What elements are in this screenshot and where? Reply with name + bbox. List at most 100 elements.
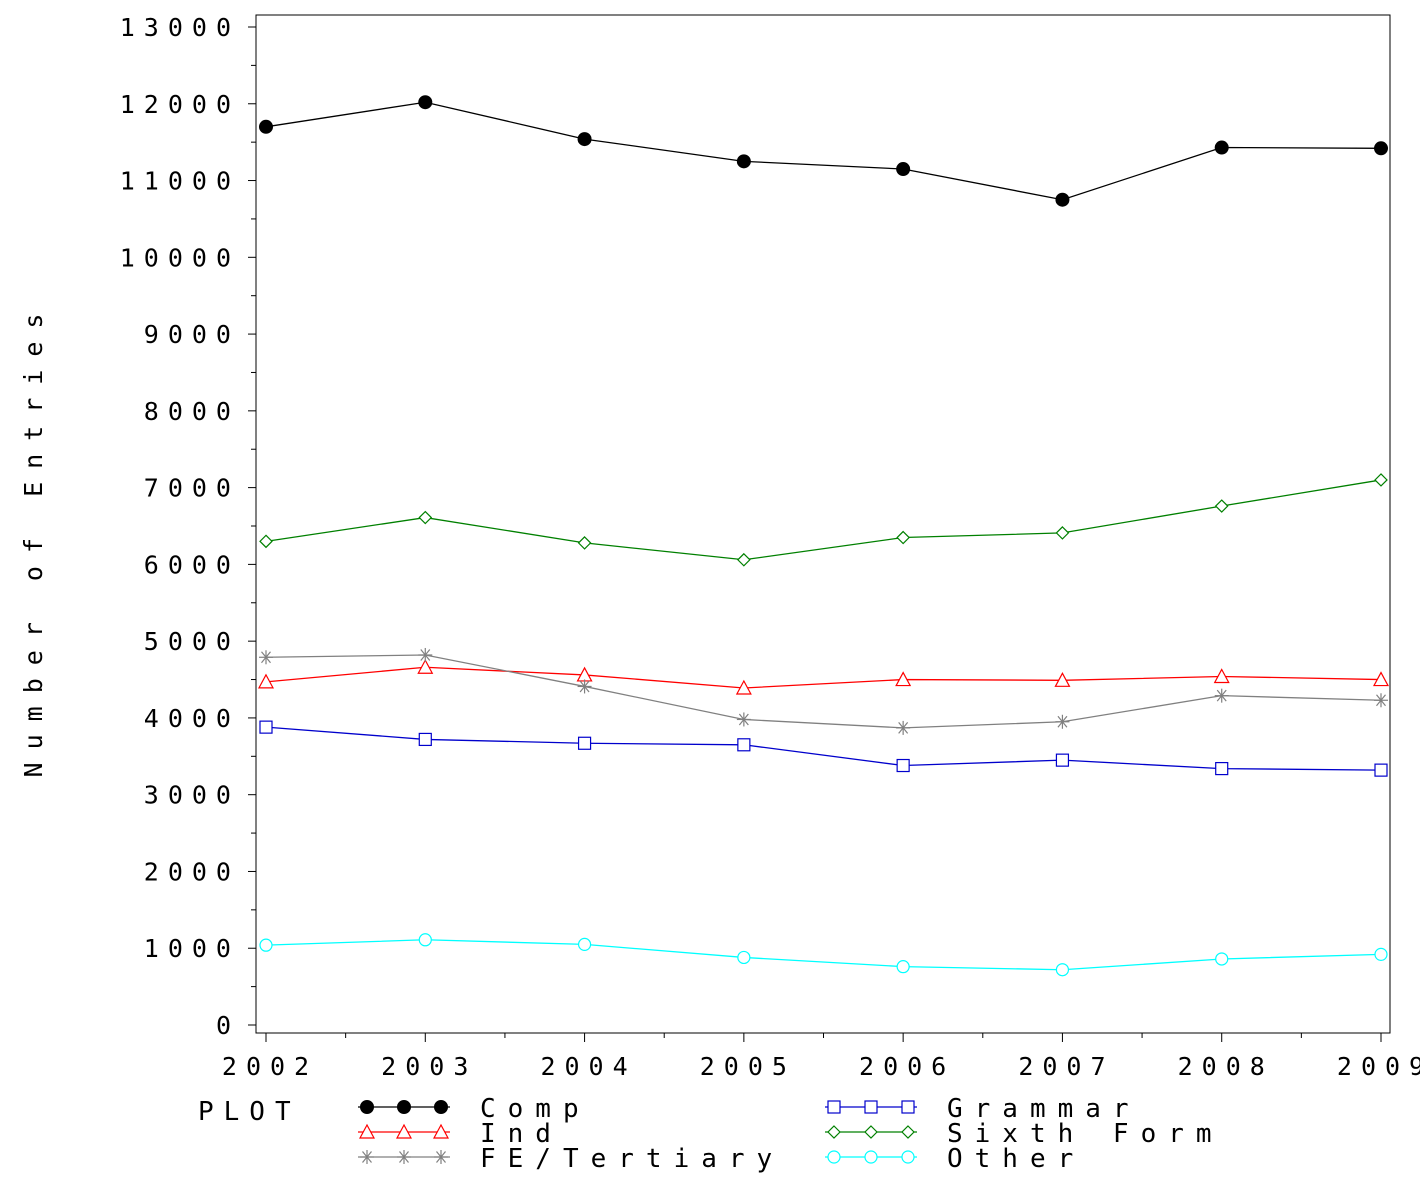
data-point [827,1125,841,1139]
data-point [735,679,752,695]
data-point [896,530,910,545]
data-point [1374,693,1388,708]
data-point [1215,952,1229,966]
point-marker [1213,668,1230,684]
series-line [265,479,1382,561]
data-point [737,552,751,567]
point-marker [896,162,911,177]
point-marker [259,119,273,134]
y-tick-label: 10000 [120,243,240,272]
data-point [259,119,273,134]
point-marker [360,1100,374,1114]
series-fe-tertiary [259,647,1388,735]
data-point [1214,499,1229,513]
point-marker [1372,671,1390,687]
legend-item: Ind [358,1119,563,1149]
point-marker [864,1125,878,1139]
data-point [1374,141,1388,156]
point-marker [896,758,910,773]
point-marker [577,937,592,951]
data-point [577,132,592,147]
point-marker [1374,141,1388,156]
series-line [265,101,1382,201]
data-point [1054,672,1071,687]
data-point [901,1125,915,1139]
point-marker [1215,952,1229,966]
series-line [265,654,1382,729]
data-point [1055,192,1070,207]
y-tick-label: 2000 [144,857,240,886]
data-point [1215,761,1229,776]
data-point [1055,714,1070,729]
y-tick-label: 11000 [120,167,240,196]
point-marker [418,95,433,110]
x-tick-label: 2009 [1337,1052,1420,1081]
data-point [418,95,433,110]
data-point [360,1100,374,1114]
point-marker [577,736,592,750]
y-axis: 0 1000 2000 3000 4000 5000 6000 7000 8000 9000 100… [120,13,256,1040]
data-point [864,1100,878,1114]
data-point [896,758,910,773]
point-marker [864,1100,878,1114]
data-point [827,1100,841,1114]
point-marker [418,933,432,947]
data-point [896,162,911,177]
data-point [864,1125,878,1139]
data-point [1214,688,1229,703]
data-point [896,720,911,735]
x-tick-label: 2005 [700,1052,796,1081]
data-point [418,933,432,947]
data-point [257,673,275,689]
point-marker [901,1150,915,1164]
y-tick-label: 4000 [144,704,240,733]
series-other [259,933,1388,977]
data-point [737,738,751,752]
data-point [827,1150,841,1164]
data-point [360,1150,374,1164]
data-point [395,1123,413,1139]
point-marker [358,1123,376,1139]
legend-label: Ind [480,1119,563,1149]
legend-item: FE/Tertiary [358,1144,784,1174]
data-point [737,950,751,965]
data-point [418,647,433,662]
data-point [577,536,592,550]
point-marker [737,738,751,752]
point-marker [737,552,751,567]
point-marker [259,534,273,549]
legend-label: Other [947,1144,1085,1174]
data-point [259,534,273,549]
legend-label: FE/Tertiary [480,1144,784,1174]
data-point [1372,671,1390,687]
point-marker [1214,140,1229,155]
x-tick-label: 2004 [540,1052,636,1081]
data-point [901,1150,915,1164]
y-axis-label: Number of Entries [19,301,48,778]
series-ind [257,658,1390,695]
data-point [577,736,592,750]
point-marker [1374,763,1388,777]
point-marker [1055,963,1070,977]
data-point [358,1123,376,1139]
point-marker [418,732,432,747]
legend-label: Sixth Form [947,1119,1224,1149]
data-point [1055,526,1070,540]
data-point [1374,763,1388,777]
x-tick-label: 2006 [859,1052,955,1081]
y-tick-label: 9000 [144,320,240,349]
point-marker [901,1125,915,1139]
data-point [397,1100,411,1114]
y-tick-label: 1000 [144,934,240,963]
y-tick-label: 12000 [120,90,240,119]
data-point [736,154,751,169]
data-point [1214,140,1229,155]
point-marker [895,671,912,687]
y-tick-label: 0 [216,1011,240,1040]
data-point [1374,473,1388,487]
data-point [864,1150,878,1164]
x-tick-label: 2002 [222,1052,318,1081]
series-line [265,726,1382,771]
point-marker [259,720,273,734]
